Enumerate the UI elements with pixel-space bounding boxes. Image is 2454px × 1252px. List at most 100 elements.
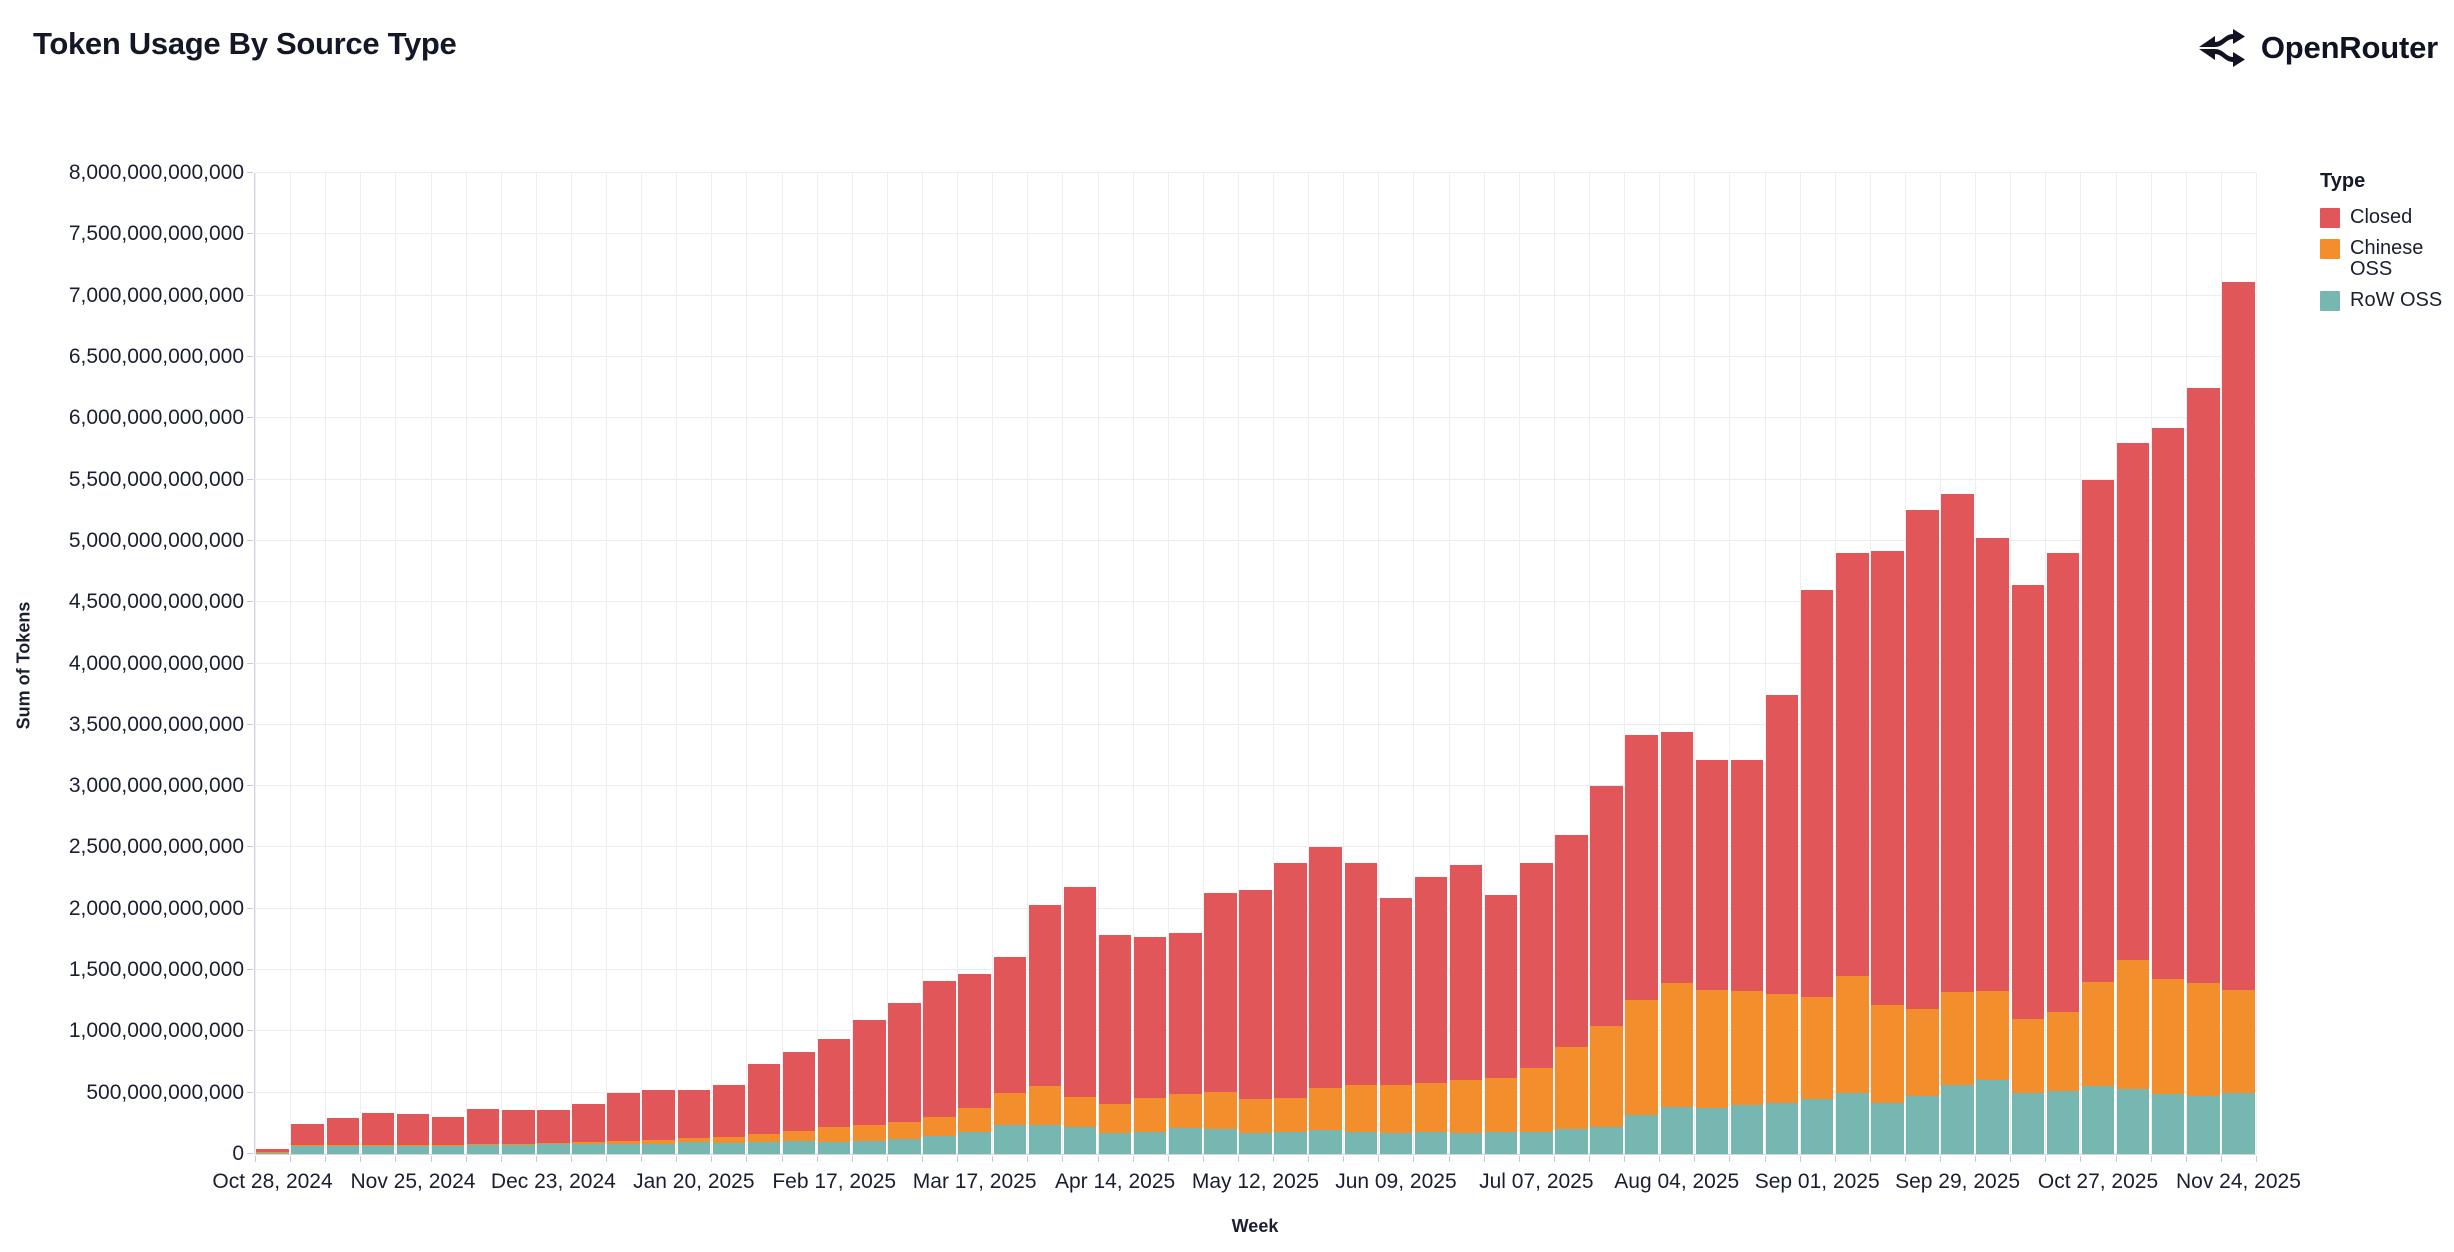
bar-segment-closed[interactable]	[1274, 863, 1307, 1098]
bar-week-Jan 27, 2025[interactable]	[712, 173, 746, 1154]
bar-segment-closed[interactable]	[712, 1084, 746, 1137]
bar-segment-closed[interactable]	[1836, 553, 1869, 977]
bar-segment-closed[interactable]	[2011, 585, 2045, 1020]
bar-segment-closed[interactable]	[747, 1063, 781, 1135]
bar-week-Sep 22, 2025[interactable]	[1906, 173, 1939, 1154]
bar-week-Dec 23, 2024[interactable]	[537, 173, 570, 1154]
bar-week-Oct 06, 2025[interactable]	[1976, 173, 2009, 1154]
bar-segment-closed[interactable]	[642, 1090, 675, 1140]
bar-week-Jun 16, 2025[interactable]	[1414, 173, 1448, 1154]
bar-segment-chinese-oss[interactable]	[2081, 982, 2115, 1087]
bar-segment-closed[interactable]	[1941, 494, 1974, 992]
bar-week-Feb 10, 2025[interactable]	[782, 173, 816, 1154]
bar-week-Jan 13, 2025[interactable]	[642, 173, 675, 1154]
bar-segment-row-oss[interactable]	[1660, 1107, 1693, 1154]
bar-segment-row-oss[interactable]	[1800, 1099, 1834, 1154]
bar-segment-chinese-oss[interactable]	[537, 1142, 570, 1145]
bar-segment-chinese-oss[interactable]	[817, 1126, 851, 1142]
bar-segment-row-oss[interactable]	[1871, 1103, 1904, 1154]
bar-segment-closed[interactable]	[1976, 538, 2009, 992]
bar-week-May 12, 2025[interactable]	[1239, 173, 1272, 1154]
bar-segment-chinese-oss[interactable]	[361, 1144, 395, 1146]
bar-segment-closed[interactable]	[1906, 510, 1939, 1010]
bar-segment-row-oss[interactable]	[326, 1146, 359, 1154]
bar-segment-row-oss[interactable]	[1695, 1107, 1729, 1154]
bar-segment-row-oss[interactable]	[1379, 1133, 1413, 1154]
bar-segment-closed[interactable]	[888, 1002, 921, 1122]
bar-segment-closed[interactable]	[572, 1104, 605, 1142]
bar-week-Oct 28, 2024[interactable]	[256, 173, 289, 1154]
bar-week-Aug 25, 2025[interactable]	[1765, 173, 1799, 1154]
bar-segment-row-oss[interactable]	[1098, 1133, 1132, 1154]
bar-week-Sep 29, 2025[interactable]	[1941, 173, 1974, 1154]
bar-week-Feb 03, 2025[interactable]	[747, 173, 781, 1154]
bar-segment-chinese-oss[interactable]	[326, 1145, 359, 1147]
bar-segment-closed[interactable]	[2081, 479, 2115, 983]
bar-segment-chinese-oss[interactable]	[291, 1145, 324, 1147]
bar-week-Jul 21, 2025[interactable]	[1590, 173, 1623, 1154]
bar-segment-row-oss[interactable]	[747, 1141, 781, 1154]
bar-segment-row-oss[interactable]	[1941, 1085, 1974, 1154]
bar-segment-row-oss[interactable]	[923, 1135, 956, 1154]
bar-week-Apr 21, 2025[interactable]	[1133, 173, 1167, 1154]
bar-segment-chinese-oss[interactable]	[1344, 1085, 1378, 1132]
bar-segment-row-oss[interactable]	[712, 1142, 746, 1154]
bar-segment-row-oss[interactable]	[2222, 1093, 2255, 1154]
bar-week-Mar 10, 2025[interactable]	[923, 173, 956, 1154]
bar-segment-chinese-oss[interactable]	[466, 1144, 500, 1146]
bar-segment-closed[interactable]	[2222, 282, 2255, 991]
bar-segment-chinese-oss[interactable]	[1204, 1091, 1237, 1130]
bar-segment-chinese-oss[interactable]	[853, 1125, 886, 1142]
bar-segment-row-oss[interactable]	[1063, 1127, 1097, 1154]
bar-segment-chinese-oss[interactable]	[923, 1116, 956, 1136]
bar-week-Mar 17, 2025[interactable]	[958, 173, 991, 1154]
bar-segment-chinese-oss[interactable]	[1239, 1098, 1272, 1134]
bar-segment-row-oss[interactable]	[677, 1142, 711, 1154]
bar-segment-chinese-oss[interactable]	[1660, 982, 1693, 1108]
bar-segment-row-oss[interactable]	[1133, 1131, 1167, 1154]
bar-segment-row-oss[interactable]	[607, 1143, 640, 1154]
bar-segment-closed[interactable]	[1133, 936, 1167, 1099]
bar-segment-closed[interactable]	[256, 1149, 289, 1153]
bar-segment-chinese-oss[interactable]	[958, 1108, 991, 1133]
bar-week-Jul 07, 2025[interactable]	[1520, 173, 1553, 1154]
bar-week-May 05, 2025[interactable]	[1204, 173, 1237, 1154]
bar-segment-row-oss[interactable]	[502, 1144, 535, 1154]
bar-segment-closed[interactable]	[782, 1052, 816, 1132]
bar-week-Dec 16, 2024[interactable]	[502, 173, 535, 1154]
bar-segment-row-oss[interactable]	[537, 1144, 570, 1154]
bar-segment-row-oss[interactable]	[431, 1146, 465, 1154]
bar-segment-closed[interactable]	[2046, 553, 2080, 1012]
bar-segment-closed[interactable]	[1765, 695, 1799, 995]
bar-segment-closed[interactable]	[1449, 865, 1483, 1081]
bar-segment-closed[interactable]	[2151, 428, 2185, 980]
bar-week-May 19, 2025[interactable]	[1274, 173, 1307, 1154]
bar-segment-chinese-oss[interactable]	[1063, 1096, 1097, 1128]
bar-week-Jan 06, 2025[interactable]	[607, 173, 640, 1154]
bar-segment-row-oss[interactable]	[1520, 1131, 1553, 1154]
bar-week-Dec 09, 2024[interactable]	[466, 173, 500, 1154]
bar-segment-chinese-oss[interactable]	[2011, 1019, 2045, 1093]
bar-week-Aug 04, 2025[interactable]	[1660, 173, 1693, 1154]
bar-segment-row-oss[interactable]	[2011, 1092, 2045, 1154]
bar-week-Feb 17, 2025[interactable]	[817, 173, 851, 1154]
bar-segment-closed[interactable]	[1695, 760, 1729, 991]
bar-week-Sep 08, 2025[interactable]	[1836, 173, 1869, 1154]
bar-week-Oct 20, 2025[interactable]	[2046, 173, 2080, 1154]
bar-week-Jul 14, 2025[interactable]	[1555, 173, 1588, 1154]
bar-segment-chinese-oss[interactable]	[712, 1136, 746, 1143]
bar-week-Jun 30, 2025[interactable]	[1484, 173, 1518, 1154]
bar-segment-row-oss[interactable]	[2046, 1091, 2080, 1154]
bar-segment-chinese-oss[interactable]	[2187, 983, 2220, 1096]
bar-segment-chinese-oss[interactable]	[1098, 1104, 1132, 1134]
bar-segment-row-oss[interactable]	[1836, 1093, 1869, 1154]
bar-segment-row-oss[interactable]	[466, 1145, 500, 1154]
bar-segment-row-oss[interactable]	[2187, 1095, 2220, 1154]
bar-segment-chinese-oss[interactable]	[2116, 960, 2150, 1090]
bar-segment-row-oss[interactable]	[396, 1145, 430, 1154]
bar-segment-chinese-oss[interactable]	[677, 1138, 711, 1143]
bar-segment-row-oss[interactable]	[1414, 1131, 1448, 1154]
bar-segment-chinese-oss[interactable]	[431, 1145, 465, 1147]
bar-segment-row-oss[interactable]	[1204, 1129, 1237, 1154]
bar-segment-row-oss[interactable]	[1028, 1125, 1062, 1154]
